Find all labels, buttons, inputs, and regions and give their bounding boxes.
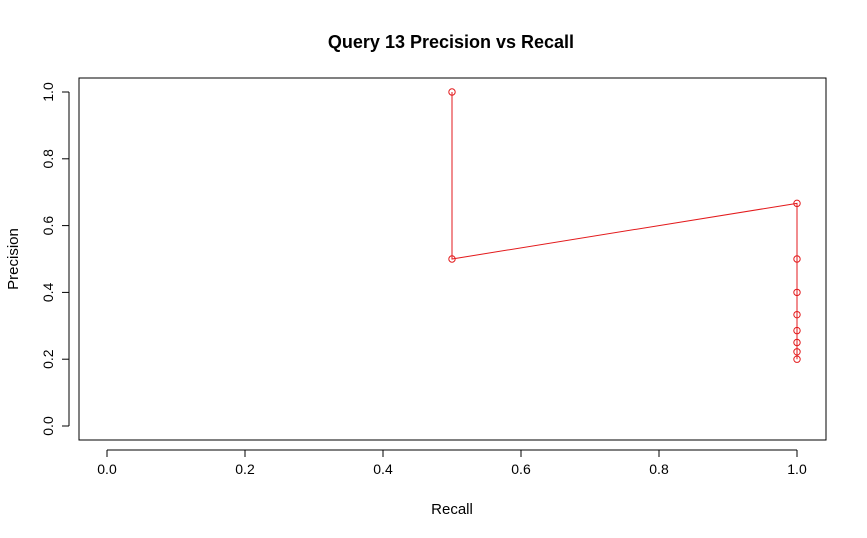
- x-axis-label: Recall: [431, 501, 473, 518]
- x-tick-label: 0.4: [373, 461, 393, 477]
- chart-title: Query 13 Precision vs Recall: [328, 32, 574, 52]
- data-point: [793, 255, 801, 263]
- x-tick-label: 0.0: [97, 461, 117, 477]
- data-point: [793, 310, 801, 319]
- x-axis: 0.0 0.2 0.4 0.6 0.8 1.0: [97, 449, 807, 477]
- x-tick-label: 0.6: [511, 461, 531, 477]
- y-tick-label: 1.0: [40, 82, 56, 102]
- data-point: [793, 348, 801, 356]
- data-point: [448, 88, 456, 96]
- y-tick-label: 0.8: [40, 149, 56, 169]
- y-tick-label: 0.0: [40, 416, 56, 436]
- y-tick-label: 0.6: [40, 216, 56, 236]
- x-tick-label: 0.8: [649, 461, 669, 477]
- series-line: [451, 92, 798, 360]
- x-tick-label: 1.0: [787, 461, 807, 477]
- plot-box: [78, 77, 827, 441]
- data-point: [793, 199, 801, 208]
- series-layer: [448, 88, 801, 363]
- data-point: [448, 255, 456, 263]
- y-axis: 0.0 0.2 0.4 0.6 0.8 1.0: [40, 82, 70, 436]
- y-tick-label: 0.2: [40, 349, 56, 369]
- x-tick-label: 0.2: [235, 461, 255, 477]
- data-point: [793, 338, 801, 347]
- data-point: [793, 326, 801, 335]
- data-point: [793, 355, 801, 363]
- y-axis-label: Precision: [5, 228, 22, 290]
- y-tick-label: 0.4: [40, 282, 56, 302]
- data-point: [793, 288, 801, 297]
